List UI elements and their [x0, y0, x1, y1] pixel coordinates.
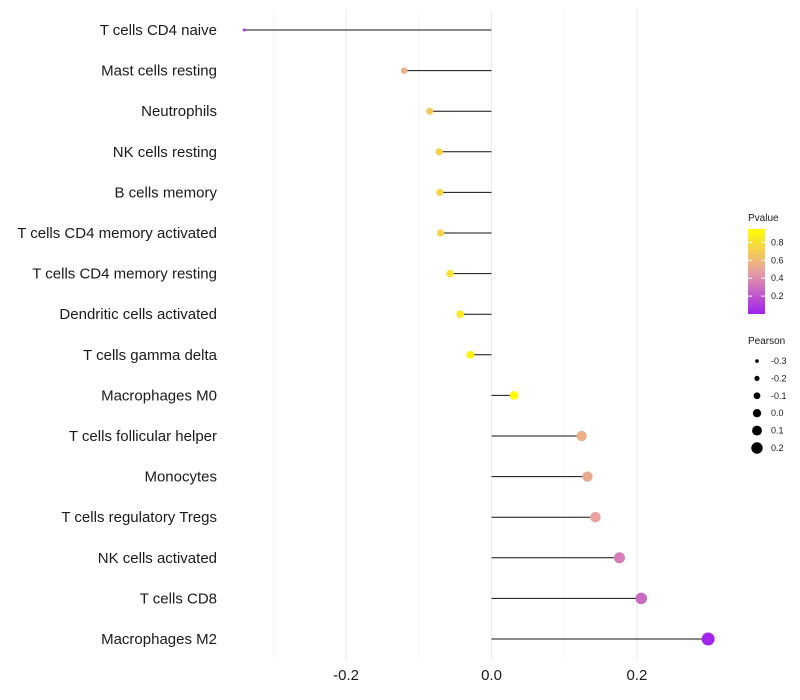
lollipop-point [435, 148, 443, 156]
x-axis-tick-labels: -0.2 0.0 0.2 [333, 667, 647, 684]
category-label: Macrophages M2 [101, 631, 217, 648]
lollipop-point [509, 391, 519, 400]
pearson-legend-dot [754, 375, 760, 381]
pearson-legend-dot [753, 392, 761, 400]
category-label: Neutrophils [141, 103, 217, 120]
pearson-legend-dot [752, 425, 762, 436]
category-label: Dendritic cells activated [59, 306, 217, 323]
pearson-legend-dot [755, 359, 759, 363]
category-labels: T cells CD4 naive Mast cells resting Neutr… [17, 22, 217, 648]
lollipop-point [426, 107, 434, 115]
lollipop-point [436, 188, 444, 197]
category-label: NK cells activated [98, 550, 217, 567]
lollipop-point [582, 471, 593, 482]
category-label: Monocytes [144, 469, 217, 486]
category-label: NK cells resting [113, 144, 217, 161]
lollipop-point [401, 67, 408, 74]
x-tick-label: 0.0 [481, 667, 502, 684]
lollipop-point [437, 229, 445, 237]
x-tick-label: -0.2 [333, 667, 359, 684]
category-label: Mast cells resting [101, 63, 217, 80]
category-label: T cells regulatory Tregs [61, 509, 217, 526]
lollipop-points [242, 28, 715, 646]
lollipop-point [576, 430, 587, 442]
pearson-legend-items: -0.3 -0.2 -0.1 0.0 0.1 0.2 [751, 356, 787, 454]
lollipop-segments [244, 29, 709, 640]
pvalue-legend-title: Pvalue [748, 213, 779, 224]
category-label: T cells CD4 naive [100, 22, 217, 39]
pearson-legend-title: Pearson [748, 336, 785, 347]
category-label: T cells follicular helper [69, 428, 217, 445]
x-tick-label: 0.2 [626, 667, 647, 684]
lollipop-point [613, 552, 625, 564]
category-label: T cells gamma delta [83, 347, 218, 364]
pearson-legend-label: -0.3 [771, 356, 787, 366]
lollipop-point [635, 592, 648, 605]
category-label: T cells CD4 memory resting [32, 266, 217, 283]
pvalue-legend-ticks: 0.8 0.6 0.4 0.2 [748, 237, 784, 301]
lollipop-point [456, 310, 465, 319]
category-label: T cells CD8 [140, 590, 217, 607]
lollipop-point [242, 28, 246, 32]
pearson-legend-label: 0.1 [771, 426, 784, 436]
pvalue-legend-label: 0.4 [771, 273, 784, 283]
pearson-legend-label: -0.2 [771, 373, 787, 383]
pearson-legend-dot [752, 409, 762, 418]
lollipop-point [590, 511, 601, 523]
pearson-legend: Pearson -0.3 -0.2 -0.1 0.0 0.1 0.2 [748, 336, 787, 454]
category-label: T cells CD4 memory activated [17, 225, 217, 242]
pvalue-legend: Pvalue 0.8 0.6 0.4 0.2 [748, 213, 784, 314]
pvalue-legend-label: 0.8 [771, 237, 784, 247]
pearson-legend-dot [751, 442, 763, 454]
pearson-legend-label: 0.0 [771, 408, 784, 418]
pvalue-legend-label: 0.2 [771, 291, 784, 301]
lollipop-point [701, 632, 715, 646]
pearson-legend-label: 0.2 [771, 443, 784, 453]
lollipop-point [466, 350, 475, 359]
lollipop-point [446, 269, 454, 278]
category-label: Macrophages M0 [101, 387, 217, 404]
pvalue-legend-label: 0.6 [771, 255, 784, 265]
pearson-legend-label: -0.1 [771, 391, 787, 401]
category-label: B cells memory [114, 184, 217, 201]
grid-lines [272, 10, 638, 660]
pvalue-colorbar [748, 229, 765, 314]
